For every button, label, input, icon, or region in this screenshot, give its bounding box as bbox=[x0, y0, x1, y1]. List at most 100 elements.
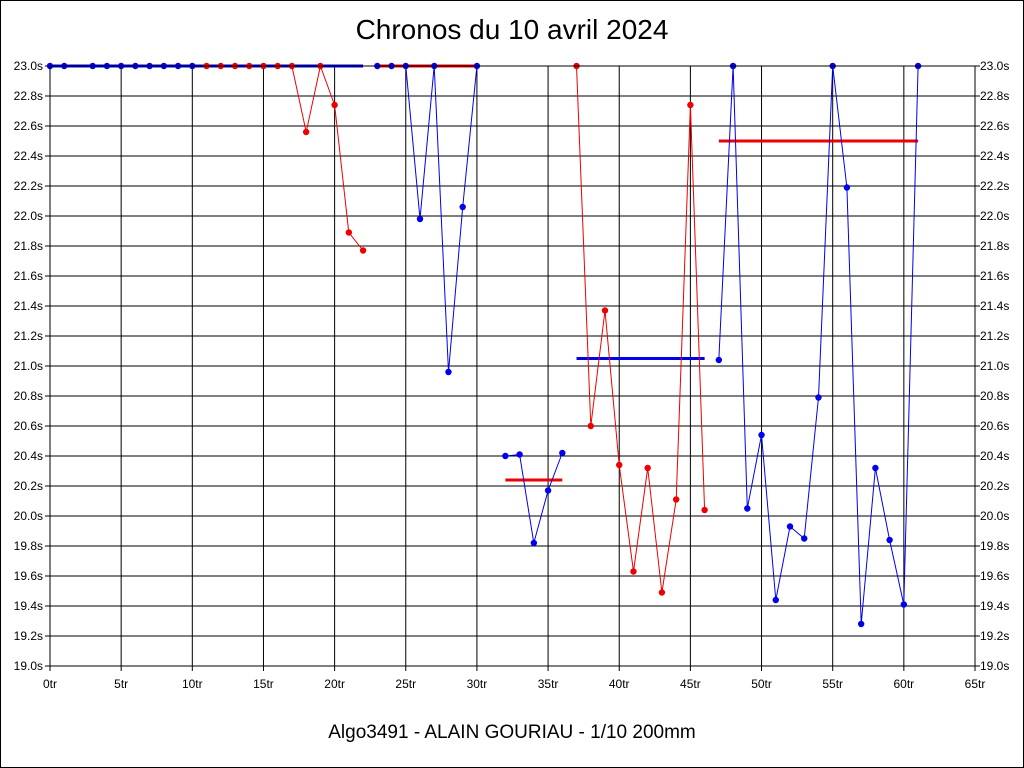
data-point bbox=[687, 101, 694, 109]
series-line bbox=[377, 65, 478, 373]
data-point bbox=[758, 431, 765, 439]
y-tick-label-left: 21.0s bbox=[14, 359, 43, 373]
y-tick-label-right: 22.8s bbox=[980, 89, 1009, 103]
data-point bbox=[630, 568, 637, 575]
tick-labels: 0tr 5tr 10tr 15tr 20tr 25tr 30tr 35tr 40tr 45tr 50… bbox=[14, 59, 1010, 691]
data-point bbox=[445, 368, 452, 376]
y-tick-label-left: 20.0s bbox=[14, 509, 43, 523]
y-tick-label-left: 20.6s bbox=[14, 419, 43, 433]
data-point bbox=[587, 422, 594, 430]
x-tick-label: 10tr bbox=[182, 677, 203, 691]
data-point bbox=[302, 128, 310, 136]
y-tick-label-right: 19.8s bbox=[980, 539, 1009, 553]
x-tick-label: 50tr bbox=[751, 677, 772, 691]
data-point bbox=[601, 307, 609, 314]
data-point bbox=[544, 487, 552, 494]
data-point bbox=[744, 505, 751, 512]
data-point bbox=[701, 506, 708, 514]
y-tick-label-right: 21.8s bbox=[980, 239, 1009, 253]
data-point bbox=[459, 203, 466, 211]
x-tick-label: 55tr bbox=[822, 677, 843, 691]
data-point bbox=[658, 589, 666, 596]
y-tick-label-left: 20.8s bbox=[14, 389, 43, 403]
y-tick-label-left: 19.4s bbox=[14, 599, 43, 613]
data-point bbox=[886, 536, 893, 544]
data-point bbox=[559, 449, 566, 457]
data-point bbox=[516, 451, 523, 458]
y-tick-label-right: 20.0s bbox=[980, 509, 1009, 523]
y-tick-label-right: 21.6s bbox=[980, 269, 1009, 283]
y-tick-label-right: 21.2s bbox=[980, 329, 1009, 343]
x-tick-label: 30tr bbox=[467, 677, 488, 691]
y-tick-label-left: 19.8s bbox=[14, 539, 43, 553]
y-tick-label-left: 19.0s bbox=[14, 659, 43, 673]
data-point bbox=[815, 394, 822, 401]
y-tick-label-right: 19.6s bbox=[980, 569, 1009, 583]
y-tick-label-left: 20.4s bbox=[14, 449, 43, 463]
y-tick-label-right: 22.2s bbox=[980, 179, 1009, 193]
data-point bbox=[900, 601, 908, 608]
y-tick-label-left: 21.4s bbox=[14, 299, 43, 313]
plot-border bbox=[49, 65, 976, 667]
y-tick-label-left: 21.2s bbox=[14, 329, 43, 343]
y-tick-label-right: 21.0s bbox=[980, 359, 1009, 373]
data-point bbox=[345, 229, 353, 236]
x-tick-label: 5tr bbox=[114, 677, 128, 691]
x-tick-label: 35tr bbox=[538, 677, 559, 691]
y-tick-label-left: 20.2s bbox=[14, 479, 43, 493]
data-point bbox=[772, 596, 779, 604]
series-line bbox=[576, 65, 706, 593]
chart-title: Chronos du 10 avril 2024 bbox=[355, 14, 669, 45]
data-point bbox=[857, 620, 865, 628]
y-tick-label-left: 19.2s bbox=[14, 629, 43, 643]
series-line bbox=[206, 64, 364, 251]
series-lines bbox=[50, 64, 919, 625]
y-tick-label-right: 19.0s bbox=[980, 659, 1009, 673]
data-point bbox=[331, 101, 338, 109]
y-tick-label-right: 21.4s bbox=[980, 299, 1009, 313]
data-point bbox=[872, 464, 879, 472]
average-lines bbox=[50, 64, 919, 482]
data-point bbox=[416, 215, 424, 223]
y-tick-label-left: 21.8s bbox=[14, 239, 43, 253]
data-point bbox=[672, 496, 680, 503]
y-tick-label-right: 22.4s bbox=[980, 149, 1009, 163]
y-tick-label-right: 22.6s bbox=[980, 119, 1009, 133]
y-tick-label-left: 22.6s bbox=[14, 119, 43, 133]
data-point bbox=[843, 184, 851, 191]
y-tick-label-right: 19.4s bbox=[980, 599, 1009, 613]
x-tick-label: 25tr bbox=[395, 677, 416, 691]
x-tick-label: 45tr bbox=[680, 677, 701, 691]
y-tick-label-right: 23.0s bbox=[980, 59, 1009, 73]
x-tick-label: 15tr bbox=[253, 677, 274, 691]
y-tick-label-left: 23.0s bbox=[14, 59, 43, 73]
grid bbox=[45, 65, 980, 671]
x-tick-label: 65tr bbox=[965, 677, 986, 691]
y-tick-label-left: 19.6s bbox=[14, 569, 43, 583]
y-tick-label-left: 22.0s bbox=[14, 209, 43, 223]
y-tick-label-right: 20.2s bbox=[980, 479, 1009, 493]
x-tick-label: 40tr bbox=[609, 677, 630, 691]
x-tick-label: 20tr bbox=[324, 677, 345, 691]
data-point bbox=[359, 247, 367, 254]
data-point bbox=[616, 461, 623, 469]
y-tick-label-left: 22.8s bbox=[14, 89, 43, 103]
series-line bbox=[505, 452, 563, 544]
series-points bbox=[46, 62, 922, 628]
x-tick-label: 0tr bbox=[43, 677, 57, 691]
y-tick-label-right: 19.2s bbox=[980, 629, 1009, 643]
data-point bbox=[715, 356, 723, 364]
data-point bbox=[644, 464, 651, 472]
y-tick-label-right: 20.4s bbox=[980, 449, 1009, 463]
y-tick-label-right: 20.6s bbox=[980, 419, 1009, 433]
data-point bbox=[502, 452, 509, 460]
y-tick-label-right: 22.0s bbox=[980, 209, 1009, 223]
y-tick-label-right: 20.8s bbox=[980, 389, 1009, 403]
data-point bbox=[786, 523, 794, 530]
chart-caption: Algo3491 - ALAIN GOURIAU - 1/10 200mm bbox=[328, 722, 696, 743]
data-point bbox=[801, 535, 808, 542]
y-tick-label-left: 21.6s bbox=[14, 269, 43, 283]
x-tick-label: 60tr bbox=[894, 677, 915, 691]
y-tick-label-left: 22.2s bbox=[14, 179, 43, 193]
